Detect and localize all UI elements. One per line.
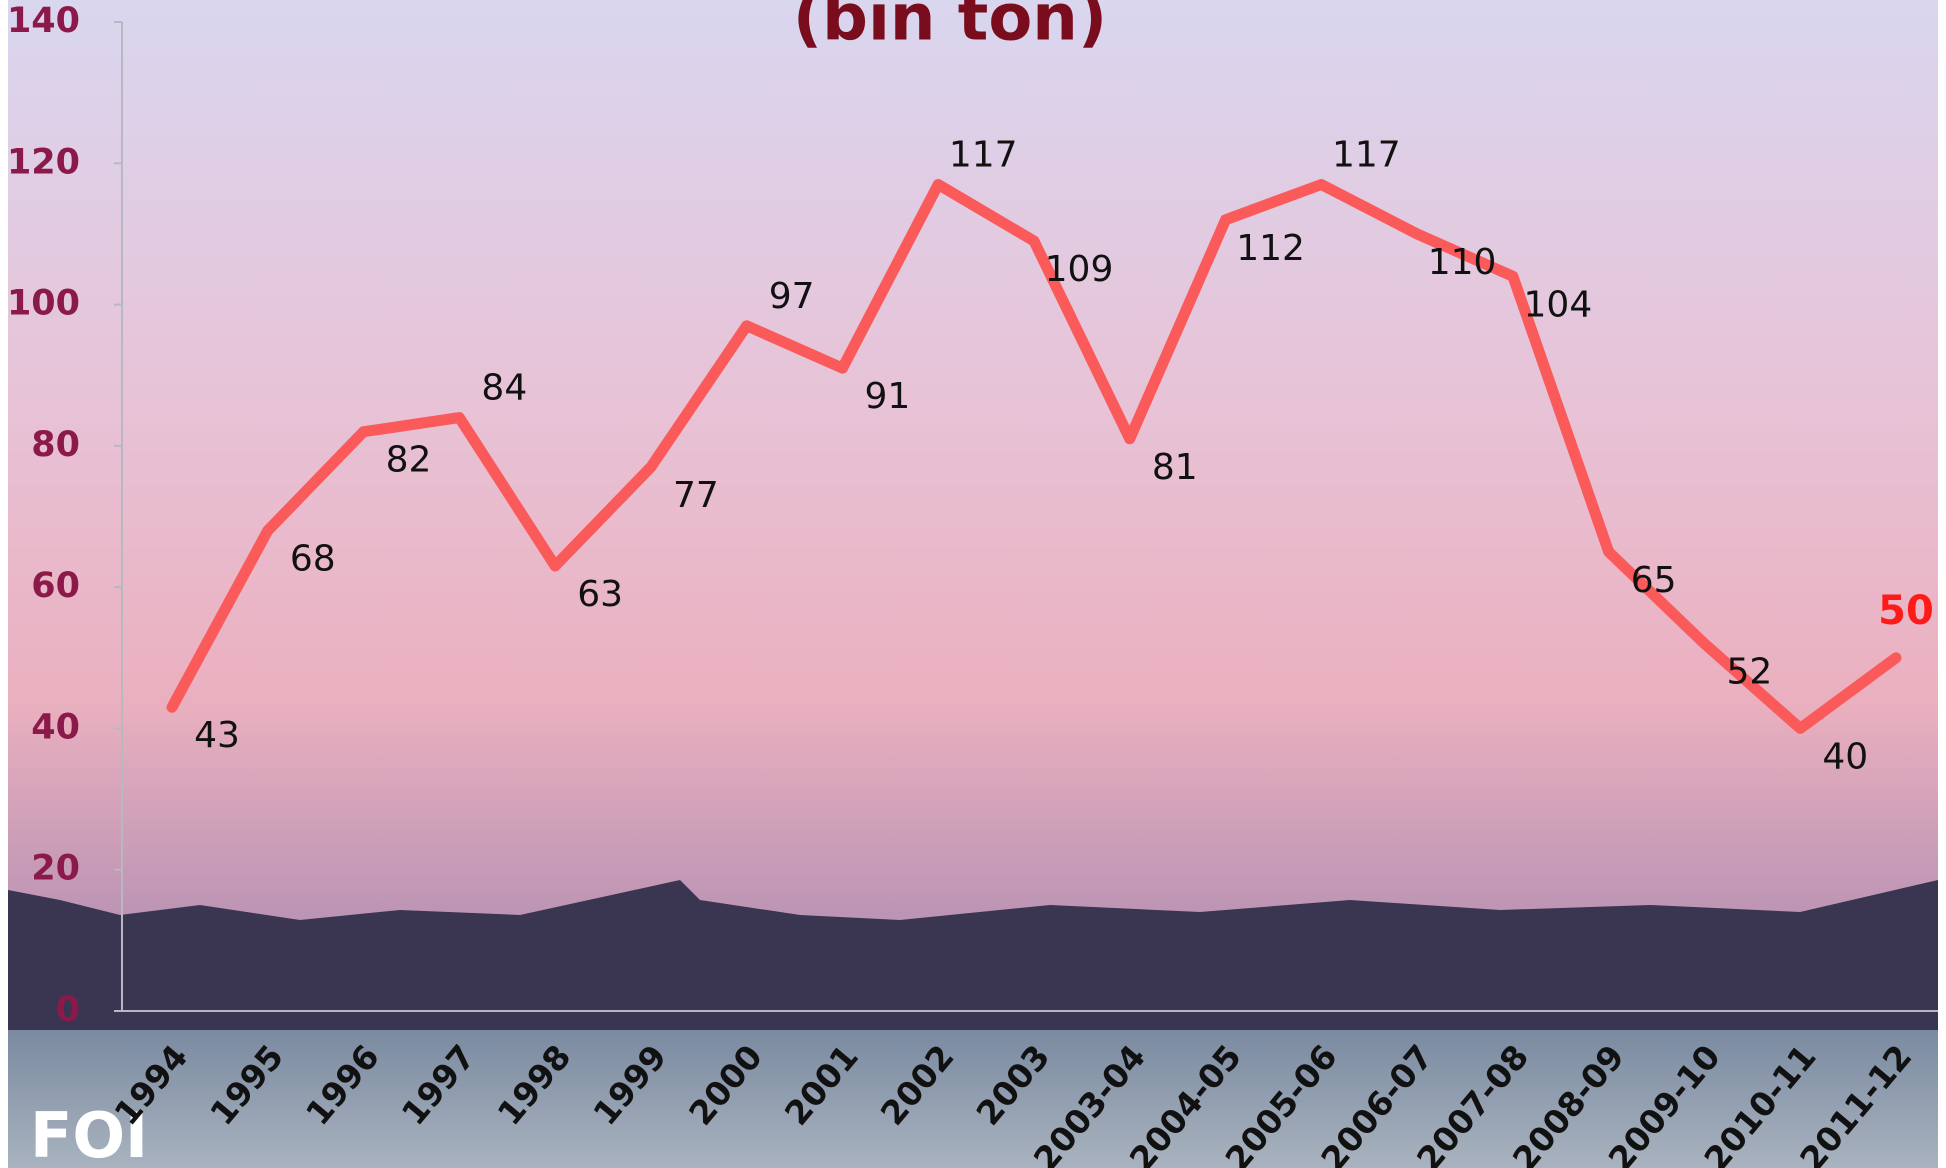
data-label: 117 (1332, 134, 1401, 175)
y-tick-label: 140 (7, 1, 80, 41)
data-label: 112 (1236, 228, 1305, 269)
data-label: 40 (1822, 736, 1868, 777)
y-tick-label: 120 (7, 142, 80, 182)
chart: (bin ton) FOI 02040608010012014019941995… (0, 0, 1946, 1168)
y-tick-label: 0 (56, 990, 80, 1030)
y-tick-label: 80 (31, 425, 80, 465)
data-label: 68 (290, 539, 336, 580)
data-label: 50 (1878, 588, 1934, 634)
y-tick-label: 40 (31, 707, 80, 747)
data-label: 43 (194, 715, 240, 756)
y-tick-label: 100 (7, 284, 80, 324)
data-label: 81 (1152, 447, 1198, 488)
data-label: 97 (769, 276, 815, 317)
y-tick-label: 20 (31, 849, 80, 889)
data-label: 63 (577, 574, 623, 615)
page: (bin ton) FOI 02040608010012014019941995… (0, 0, 1946, 1168)
data-label: 110 (1428, 242, 1497, 283)
data-label: 84 (481, 368, 527, 409)
data-label: 77 (673, 475, 719, 516)
data-label: 117 (949, 134, 1018, 175)
data-label: 104 (1524, 284, 1593, 325)
data-label: 65 (1631, 560, 1677, 601)
data-label: 52 (1727, 652, 1773, 693)
data-label: 91 (865, 376, 911, 417)
data-label: 109 (1045, 249, 1114, 290)
data-label: 82 (386, 440, 432, 481)
chart-title: (bin ton) (793, 0, 1107, 56)
y-tick-label: 60 (31, 566, 80, 606)
